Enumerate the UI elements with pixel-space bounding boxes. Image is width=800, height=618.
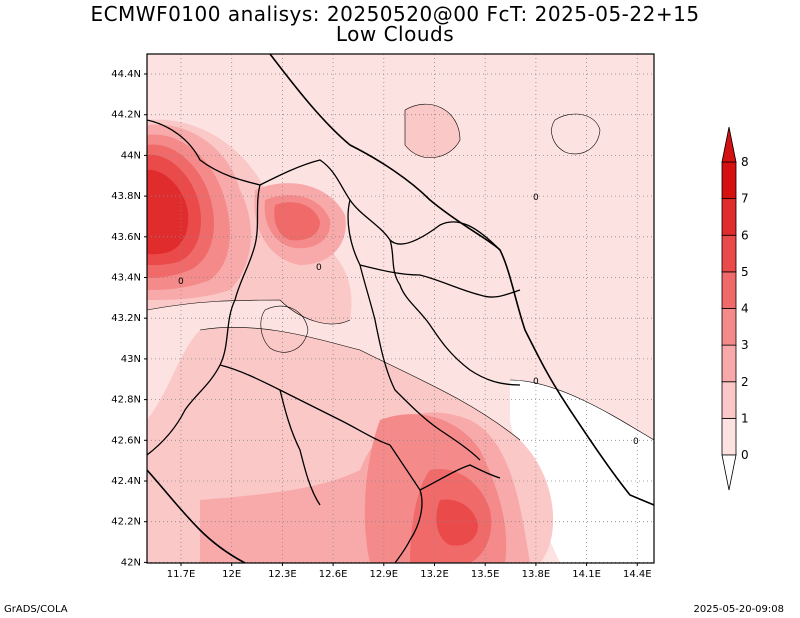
longitude-axis: 11.7E 12E 12.3E 12.6E 12.9E 13.2E 13.5E 13.8E 14…	[167, 563, 652, 580]
colorbar-segment	[721, 271, 737, 309]
contour-label: 0	[178, 277, 184, 287]
colorbar-label: 5	[741, 265, 749, 279]
longitude-tick-label: 13.8E	[522, 569, 551, 580]
contour-line-a	[147, 299, 351, 325]
longitude-tick-label: 14.1E	[572, 569, 601, 580]
colorbar-label: 2	[741, 375, 749, 389]
latitude-tick-label: 43.2N	[111, 313, 141, 324]
contour-label: 0	[533, 377, 539, 387]
region-border-6	[219, 364, 391, 446]
colorbar-segment	[721, 308, 737, 346]
region-border-9	[419, 464, 501, 491]
longitude-tick-label: 12.6E	[319, 569, 348, 580]
map-frame	[146, 53, 655, 564]
contour-line-c	[509, 379, 654, 441]
colorbar-segment	[721, 198, 737, 236]
latitude-tick-label: 44.2N	[111, 110, 141, 121]
latitude-tick-label: 44.4N	[111, 69, 141, 80]
fill-level-5-center-north	[274, 202, 320, 241]
longitude-tick-label: 12.3E	[268, 569, 297, 580]
colorbar-label: 6	[741, 228, 749, 242]
colorbar-label: 1	[741, 411, 749, 425]
longitude-tick-label: 13.2E	[420, 569, 449, 580]
fill-level-2-north-spot	[405, 104, 460, 158]
colorbar: 0 1 2 3 4 5 6 7 8	[721, 126, 749, 491]
colorbar-segment	[721, 344, 737, 383]
region-border-2	[147, 184, 261, 456]
region-border-5	[389, 239, 521, 386]
region-border-7	[279, 389, 321, 506]
longitude-tick-label: 14.4E	[623, 569, 652, 580]
fill-level-0-north	[419, 180, 540, 249]
colorbar-label: 7	[741, 192, 749, 206]
colorbar-segment	[721, 161, 737, 200]
latitude-tick-label: 42.2N	[111, 517, 141, 528]
map-title: ECMWF0100 analisys: 20250520@00 FcT: 202…	[90, 2, 700, 26]
fill-level-7-west	[147, 169, 189, 255]
contour-label: 0	[633, 437, 639, 447]
footer-timestamp: 2025-05-20-09:08	[693, 604, 784, 615]
contour-line-d	[404, 103, 461, 159]
latitude-tick-label: 42N	[121, 557, 141, 568]
latitude-tick-label: 44N	[121, 150, 141, 161]
region-border-8	[389, 444, 423, 563]
colorbar-label: 8	[741, 155, 749, 169]
contour-line-b	[199, 327, 521, 441]
region-border-4	[359, 264, 521, 298]
region-border-1	[147, 119, 501, 251]
latitude-axis: 44.4N 44.2N 44N 43.8N 43.6N 43.4N 43.2N 43N 42.8…	[111, 69, 147, 568]
map-subtitle: Low Clouds	[335, 22, 455, 46]
latitude-tick-label: 43.4N	[111, 273, 141, 284]
fill-level-6-south	[436, 499, 478, 546]
latitude-tick-label: 43.6N	[111, 232, 141, 243]
colorbar-segment	[721, 234, 737, 273]
footer-credit: GrADS/COLA	[4, 604, 68, 615]
latitude-tick-label: 42.4N	[111, 476, 141, 487]
fill-level-0-south-east	[605, 440, 654, 563]
contour-label: 0	[533, 193, 539, 203]
longitude-tick-label: 11.7E	[167, 569, 196, 580]
longitude-tick-label: 13.5E	[471, 569, 500, 580]
coastline-tyrrhenian	[147, 469, 246, 563]
contour-line-e	[551, 113, 601, 155]
latitude-tick-label: 42.6N	[111, 435, 141, 446]
latitude-tick-label: 43N	[121, 354, 141, 365]
colorbar-min-arrow	[721, 454, 737, 491]
contour-fills	[147, 104, 654, 563]
contour-label: 0	[316, 263, 322, 273]
latitude-tick-label: 43.8N	[111, 191, 141, 202]
longitude-tick-label: 12.9E	[370, 569, 399, 580]
latitude-tick-label: 42.8N	[111, 395, 141, 406]
colorbar-max-arrow	[721, 126, 737, 163]
graticule	[147, 54, 654, 563]
colorbar-label: 0	[741, 448, 749, 462]
colorbar-label: 4	[741, 302, 749, 316]
contour-line-f	[260, 305, 309, 353]
longitude-tick-label: 12E	[222, 569, 241, 580]
region-border-3	[347, 199, 481, 461]
colorbar-label: 3	[741, 338, 749, 352]
colorbar-segment	[721, 417, 737, 456]
colorbar-segment	[721, 381, 737, 419]
